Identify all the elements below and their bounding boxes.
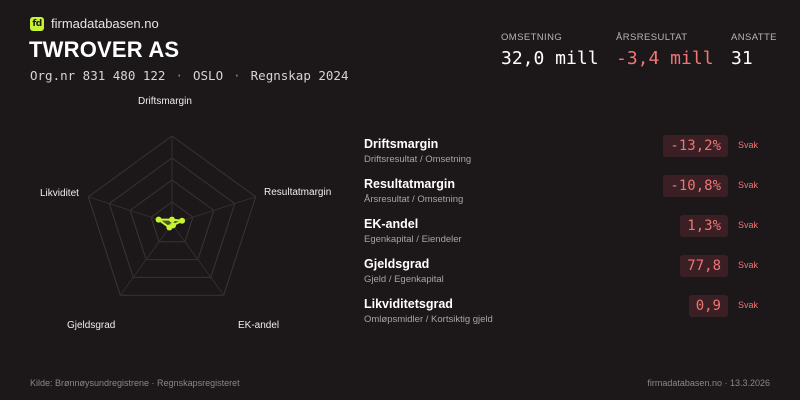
metric-name: Resultatmargin [364,177,455,191]
metric-rating: Svak [738,220,759,230]
metric-name: Likviditetsgrad [364,297,453,311]
radar-axis-line [171,196,256,225]
footer-site-date: firmadatabasen.no · 13.3.2026 [647,378,770,388]
radar-point-likviditet [155,216,162,223]
kpi-ansatte: ANSATTE 31 [731,32,777,69]
radar-label-gjeldsgrad: Gjeldsgrad [67,320,116,331]
radar-grid-ring [108,157,236,278]
kpi-label: ÅRSRESULTAT [616,32,688,43]
kpi-value: 32,0 mill [501,48,599,69]
radar-axis-line [171,223,225,296]
kpi-value: 31 [731,48,753,69]
kpi-value: -3,4 mill [616,48,714,69]
radar-point-resultatmargin [179,217,186,224]
kpi-arsresultat: ÅRSRESULTAT -3,4 mill [616,32,714,69]
metric-name: Gjeldsgrad [364,257,430,271]
kpi-label: OMSETNING [501,32,563,43]
metric-row-driftsmargin: Driftsmargin Driftsresultat / Omsetning … [364,135,764,173]
radar-grid-ring [150,201,194,243]
metric-value: 1,3% [680,215,728,237]
metric-description: Omløpsmidler / Kortsiktig gjeld [364,314,493,325]
radar-label-resultatmargin: Resultatmargin [264,187,332,198]
metric-description: Gjeld / Egenkapital [364,274,444,285]
metric-rating: Svak [738,260,759,270]
radar-axis-line [119,223,173,296]
metric-description: Årsresultat / Omsetning [364,194,464,205]
brand-name: firmadatabasen.no [51,16,159,31]
regnskap-year: Regnskap 2024 [250,68,349,83]
company-name: TWROVER AS [29,37,180,62]
radar-label-likviditet: Likviditet [40,188,79,199]
radar-grid-ring [129,179,215,261]
company-meta: Org.nr 831 480 122 · OSLO · Regnskap 202… [30,68,348,83]
metric-rating: Svak [738,140,759,150]
radar-point-gjeldsgrad [166,224,173,231]
metric-value: -13,2% [663,135,728,157]
kpi-omsetning: OMSETNING 32,0 mill [501,32,599,69]
metric-row-ek-andel: EK-andel Egenkapital / Eiendeler 1,3% Sv… [364,215,764,253]
meta-separator: · [175,68,183,83]
footer-source: Kilde: Brønnøysundregistrene · Regnskaps… [30,378,240,388]
metric-row-resultatmargin: Resultatmargin Årsresultat / Omsetning -… [364,175,764,213]
radar-chart [87,135,257,296]
metric-description: Driftsresultat / Omsetning [364,154,472,165]
metric-name: Driftsmargin [364,137,439,151]
radar-grid-ring [87,135,257,296]
company-city: OSLO [193,68,224,83]
brand-logo: fd [30,16,44,31]
radar-label-ek-andel: EK-andel [238,320,280,331]
metric-value: 0,9 [688,295,728,317]
radar-point-driftsmargin [169,216,175,223]
kpi-label: ANSATTE [731,32,777,43]
metric-rating: Svak [738,180,759,190]
metric-description: Egenkapital / Eiendeler [364,234,462,245]
metric-row-gjeldsgrad: Gjeldsgrad Gjeld / Egenkapital 77,8 Svak [364,255,764,293]
brand[interactable]: fd firmadatabasen.no [30,16,159,31]
metric-row-likviditetsgrad: Likviditetsgrad Omløpsmidler / Kortsikti… [364,295,764,333]
meta-separator: · [233,68,241,83]
metric-rating: Svak [738,300,759,310]
metric-value: -10,8% [663,175,728,197]
org-number: Org.nr 831 480 122 [30,68,166,83]
radar-label-driftsmargin: Driftsmargin [138,96,192,107]
metric-value: 77,8 [680,255,728,277]
metric-name: EK-andel [364,217,419,231]
